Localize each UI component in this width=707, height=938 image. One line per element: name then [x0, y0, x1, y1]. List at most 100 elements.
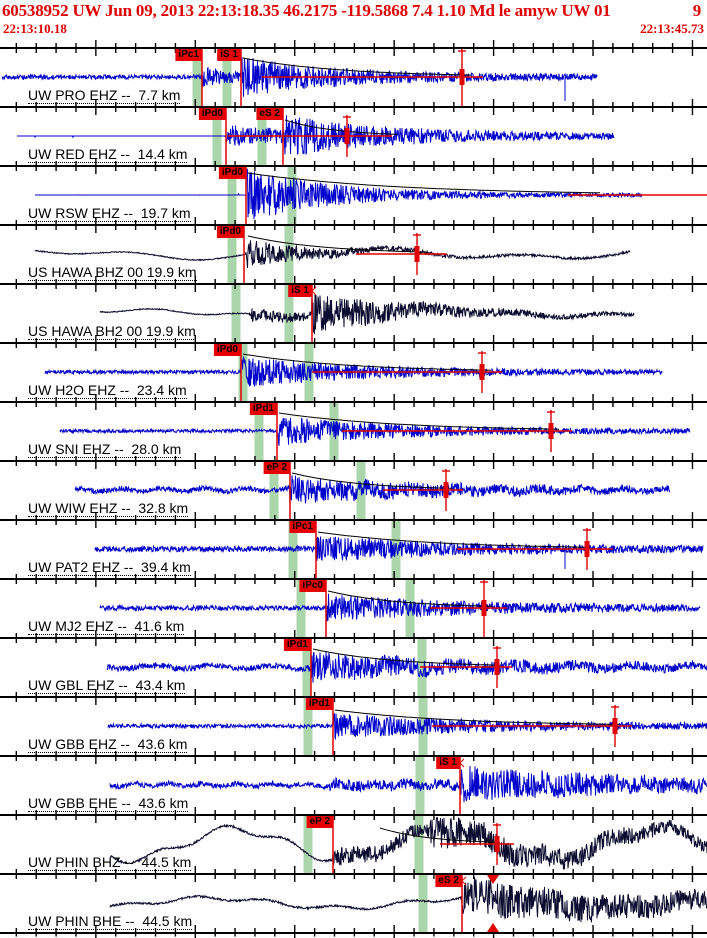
- station-channel-label[interactable]: UW PHIN BHZ -- 44.5 km: [28, 854, 192, 871]
- trace-row: iPc1 UW PAT2 EHZ -- 39.4 km: [0, 519, 707, 578]
- station-channel-label[interactable]: UW WIW EHZ -- 32.8 km: [28, 500, 189, 517]
- phase-window-band: [303, 698, 313, 755]
- pick-flag[interactable]: iPd0: [213, 344, 241, 356]
- phase-window-band: [302, 639, 312, 696]
- waveform-canvas[interactable]: [0, 519, 707, 578]
- waveform-trace: [34, 240, 631, 269]
- station-channel-label[interactable]: UW H2O EHZ -- 23.4 km: [28, 382, 187, 399]
- pick-flag[interactable]: iPd0: [216, 226, 244, 238]
- pick-flag[interactable]: iPc1: [175, 49, 202, 61]
- station-channel-label[interactable]: US HAWA BHZ 00 19.9 km: [28, 264, 197, 281]
- station-channel-label[interactable]: UW PRO EHZ -- 7.7 km: [28, 87, 181, 104]
- coda-decay-curve: [242, 57, 472, 76]
- station-channel-label[interactable]: US HAWA BH2 00 19.9 km: [28, 323, 196, 340]
- coda-decay-curve: [278, 412, 560, 430]
- coda-duration-marker[interactable]: [480, 580, 488, 637]
- phase-window-band: [414, 816, 424, 873]
- waveform-canvas[interactable]: [0, 224, 707, 283]
- coda-decay-curve: [317, 531, 591, 548]
- waveform-canvas[interactable]: [0, 401, 707, 460]
- waveform-canvas[interactable]: [0, 637, 707, 696]
- waveform-trace: [59, 417, 691, 446]
- waveform-trace: [109, 765, 707, 803]
- waveform-canvas[interactable]: [0, 696, 707, 755]
- coda-duration-marker[interactable]: [478, 351, 486, 393]
- waveform-canvas[interactable]: [0, 814, 707, 873]
- pick-flag[interactable]: iPd1: [283, 639, 311, 651]
- coda-decay-curve: [247, 235, 428, 253]
- pick-flag[interactable]: iPd1: [249, 403, 277, 415]
- coda-duration-marker[interactable]: [583, 528, 591, 570]
- trace-row: iPd0 UW H2O EHZ -- 23.4 km: [0, 342, 707, 401]
- pick-flag[interactable]: iS 1: [288, 285, 312, 297]
- coda-duration-marker[interactable]: [458, 49, 466, 106]
- trace-row: iPd1 UW GBL EHZ -- 43.4 km: [0, 637, 707, 696]
- pick-flag[interactable]: iPc1: [289, 521, 316, 533]
- station-channel-label[interactable]: UW GBL EHZ -- 43.4 km: [28, 677, 186, 694]
- waveform-trace: [94, 536, 704, 562]
- window-end-time: 22:13:45.73: [640, 21, 704, 36]
- station-channel-label[interactable]: UW RED EHZ -- 14.4 km: [28, 146, 188, 163]
- waveform-trace: [109, 816, 707, 870]
- trace-row: iS 1 US HAWA BH2 00 19.9 km: [0, 283, 707, 342]
- coda-duration-marker[interactable]: [493, 823, 501, 865]
- coda-duration-marker[interactable]: [442, 469, 450, 511]
- waveform-canvas[interactable]: [0, 165, 707, 224]
- phase-window-band: [284, 226, 294, 283]
- pick-flag[interactable]: eP 2: [263, 462, 290, 474]
- station-channel-label[interactable]: UW RSW EHZ -- 19.7 km: [28, 205, 191, 222]
- waveform-canvas[interactable]: [0, 106, 707, 165]
- coda-decay-curve: [379, 827, 501, 843]
- station-channel-label[interactable]: UW MJ2 EHZ -- 41.6 km: [28, 618, 185, 635]
- waveform-trace: [99, 293, 635, 335]
- header: 60538952 UW Jun 09, 2013 22:13:18.35 46.…: [0, 0, 707, 40]
- phase-window-band: [303, 816, 313, 873]
- trace-row: iPc0 UW MJ2 EHZ -- 41.6 km: [0, 578, 707, 637]
- coda-decay-curve: [334, 709, 620, 725]
- coda-duration-marker[interactable]: [547, 410, 555, 452]
- coda-duration-marker[interactable]: [343, 115, 351, 157]
- pick-flag[interactable]: iPd0: [198, 108, 226, 120]
- station-channel-label[interactable]: UW GBB EHZ -- 43.6 km: [28, 736, 188, 753]
- waveform-canvas[interactable]: [0, 47, 707, 106]
- waveform-canvas[interactable]: [0, 578, 707, 637]
- pick-flag[interactable]: iS 1: [436, 757, 460, 769]
- coda-decay-curve: [312, 648, 502, 666]
- coda-duration-marker[interactable]: [493, 646, 501, 688]
- station-channel-label[interactable]: UW PAT2 EHZ -- 39.4 km: [28, 559, 191, 576]
- coda-decay-curve: [247, 172, 601, 194]
- pick-flag[interactable]: eP 2: [306, 816, 333, 828]
- pick-flag[interactable]: eS 2: [256, 108, 283, 120]
- pick-flag[interactable]: eS 2: [435, 875, 462, 887]
- station-channel-label[interactable]: UW GBB EHE -- 43.6 km: [28, 795, 189, 812]
- trace-row: iPd0 eS 2 UW RED EHZ -- 14.4 km: [0, 106, 707, 165]
- waveform-canvas[interactable]: [0, 283, 707, 342]
- trace-row: iPd0 UW RSW EHZ -- 19.7 km: [0, 165, 707, 224]
- station-channel-label[interactable]: UW SNI EHZ -- 28.0 km: [28, 441, 182, 458]
- station-channel-label[interactable]: UW PHIN BHE -- 44.5 km: [28, 913, 193, 930]
- coda-duration-marker[interactable]: [611, 705, 619, 747]
- waveform-canvas[interactable]: [0, 342, 707, 401]
- trace-row: eS 2 UW PHIN BHE -- 44.5 km: [0, 873, 707, 932]
- pick-flag[interactable]: iPd0: [218, 167, 246, 179]
- trace-row: iPd1 UW GBB EHZ -- 43.6 km: [0, 696, 707, 755]
- pick-flag[interactable]: iS 1: [217, 49, 241, 61]
- coda-duration-marker[interactable]: [413, 233, 421, 275]
- trace-row: iPd0 US HAWA BHZ 00 19.9 km: [0, 224, 707, 283]
- trace-row: eP 2 UW PHIN BHZ -- 44.5 km: [0, 814, 707, 873]
- waveform-canvas[interactable]: [0, 460, 707, 519]
- phase-window-band: [254, 403, 264, 460]
- coda-decay-curve: [242, 353, 492, 371]
- amplitude-marker-icon: [487, 875, 499, 884]
- waveform-trace: [44, 356, 663, 387]
- waveform-trace: [106, 651, 707, 683]
- pick-flag[interactable]: iPc0: [299, 580, 326, 592]
- waveform-trace: [35, 168, 643, 220]
- waveform-canvas[interactable]: [0, 755, 707, 814]
- trace-row: iS 1 UW GBB EHE -- 43.6 km: [0, 755, 707, 814]
- phase-window-band: [269, 462, 279, 519]
- phase-window-band: [284, 285, 294, 342]
- pick-flag[interactable]: iPd1: [305, 698, 333, 710]
- amplitude-marker-icon: [487, 923, 499, 932]
